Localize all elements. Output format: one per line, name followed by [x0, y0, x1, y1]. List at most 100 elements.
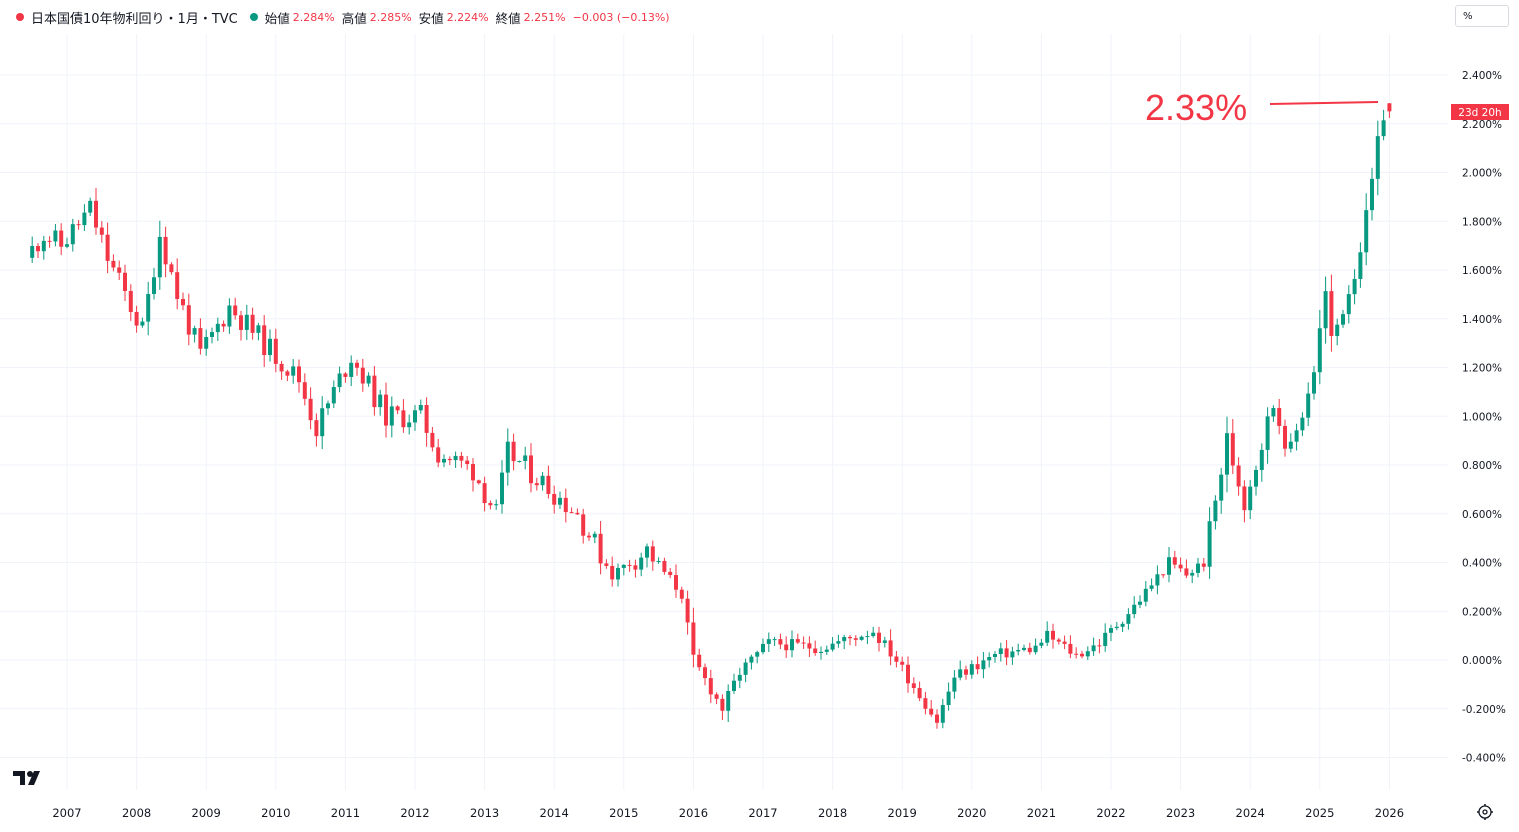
candle-body — [755, 652, 760, 657]
candle-body — [488, 502, 493, 506]
candle-body — [558, 497, 562, 505]
candle-body — [807, 643, 812, 649]
settings-gear-icon[interactable] — [1475, 802, 1495, 822]
candle-body — [53, 230, 58, 242]
candle-body — [772, 639, 777, 641]
candle-body — [30, 246, 35, 258]
candle-body — [123, 272, 127, 291]
candle-body — [140, 321, 145, 326]
candle-body — [494, 504, 499, 506]
open-label: 始値 — [264, 10, 290, 26]
candle-body — [708, 678, 713, 695]
candle-body — [1242, 486, 1247, 511]
candle-body — [1172, 557, 1177, 565]
candle-body — [291, 366, 296, 376]
candle-body — [157, 236, 162, 278]
candle-body — [1068, 643, 1073, 654]
y-tick-label: 0.000% — [1462, 655, 1502, 667]
candle-body — [366, 375, 371, 384]
candle-body — [372, 375, 377, 408]
candle-body — [981, 660, 986, 670]
candle-body — [1074, 653, 1079, 655]
annotation-label: 2.33% — [1145, 87, 1247, 128]
candle-body — [500, 472, 504, 505]
y-tick-label: 0.200% — [1462, 606, 1502, 618]
candle-body — [679, 589, 684, 599]
legend-bar: 日本国債10年物利回り・1月・TVC 始値 2.284% 高値 2.285% 安… — [0, 0, 677, 34]
candle-body — [1207, 521, 1212, 567]
candle-body — [360, 367, 365, 384]
candle-body — [784, 644, 789, 651]
candle-body — [645, 546, 649, 558]
candle-body — [674, 575, 678, 590]
candle-body — [871, 632, 876, 637]
unit-toggle-button[interactable]: % — [1455, 5, 1509, 27]
close-label: 終値 — [495, 10, 521, 26]
candle-body — [163, 236, 168, 265]
candle-body — [227, 305, 232, 327]
countdown-badge-bg — [1451, 104, 1509, 120]
x-tick-label: 2009 — [192, 806, 221, 820]
candle-body — [546, 475, 551, 494]
candle-body — [836, 641, 841, 644]
x-tick-label: 2025 — [1305, 806, 1334, 820]
tradingview-logo-icon[interactable] — [13, 768, 47, 788]
y-tick-label: 2.200% — [1462, 119, 1502, 131]
candle-body — [946, 691, 951, 705]
annotation-arrow-line — [1269, 101, 1379, 105]
candle-body — [355, 362, 359, 368]
candle-body — [1033, 645, 1038, 653]
candle-body — [1265, 416, 1270, 450]
candle-body — [331, 387, 336, 404]
candle-body — [1114, 626, 1119, 629]
close-value: 2.251% — [523, 10, 566, 24]
candle-body — [842, 636, 847, 642]
candle-body — [233, 305, 238, 316]
candle-body — [134, 311, 139, 326]
candle-body — [935, 714, 939, 723]
y-tick-label: 0.400% — [1462, 558, 1502, 570]
symbol-status-dot — [16, 13, 24, 21]
candle-body — [662, 560, 667, 572]
candle-body — [1196, 563, 1200, 573]
candle-body — [152, 277, 156, 294]
candle-body — [465, 460, 470, 465]
candle-body — [1341, 314, 1345, 325]
x-tick-label: 2007 — [52, 806, 81, 820]
symbol-title[interactable]: 日本国債10年物利回り・1月・TVC — [31, 11, 238, 27]
candle-body — [1010, 651, 1015, 658]
x-tick-label: 2017 — [748, 806, 777, 820]
candle-body — [326, 403, 330, 409]
x-tick-label: 2016 — [679, 806, 708, 820]
candle-body — [668, 571, 673, 576]
candle-body — [801, 642, 806, 644]
candle-body — [964, 669, 968, 675]
candle-body — [250, 314, 255, 333]
candle-body — [917, 688, 922, 699]
candle-body — [192, 328, 197, 335]
candle-body — [1277, 408, 1282, 426]
candle-body — [882, 640, 887, 643]
candle-body — [279, 363, 284, 372]
candle-body — [737, 674, 742, 681]
candle-body — [297, 366, 301, 383]
x-tick-label: 2023 — [1166, 806, 1195, 820]
candle-body — [993, 654, 997, 657]
candle-body — [314, 420, 319, 437]
candle-body — [1109, 628, 1113, 633]
candle-body — [1335, 324, 1340, 336]
x-tick-label: 2022 — [1096, 806, 1125, 820]
candle-body — [1323, 291, 1328, 329]
candle-body — [215, 323, 220, 333]
x-tick-label: 2021 — [1027, 806, 1056, 820]
candle-body — [529, 455, 533, 484]
candle-body — [1004, 648, 1009, 658]
candle-body — [389, 406, 394, 426]
candle-body — [1288, 441, 1293, 449]
candle-body — [1358, 252, 1363, 279]
candle-body — [401, 410, 406, 428]
x-tick-label: 2026 — [1375, 806, 1404, 820]
candle-body — [181, 299, 185, 306]
x-tick-label: 2015 — [609, 806, 638, 820]
